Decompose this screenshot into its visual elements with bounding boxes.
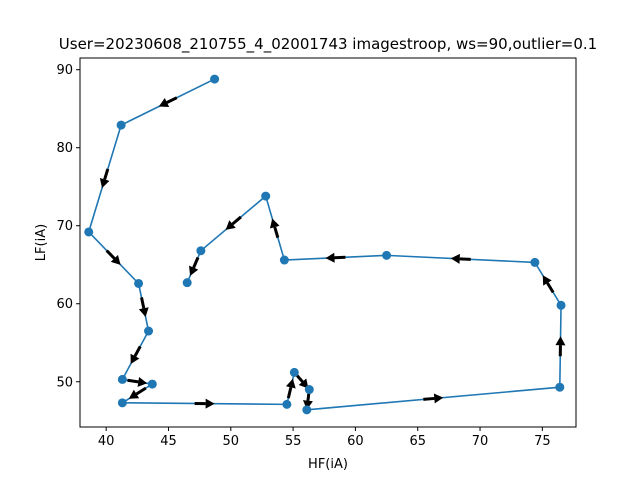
data-point [282, 399, 292, 409]
direction-arrow-head [158, 98, 170, 108]
data-point [530, 257, 540, 267]
data-point [144, 326, 154, 336]
chart-title: User=20230608_210755_4_02001743 imagestr… [59, 35, 597, 54]
data-point [116, 120, 126, 130]
plot-frame [79, 57, 577, 428]
data-point [304, 385, 314, 395]
data-point [382, 250, 392, 260]
x-tick-label: 60 [347, 434, 364, 449]
y-tick-label: 90 [56, 63, 73, 78]
data-point [555, 382, 565, 392]
axis-ticks: 40 45 50 55 60 65 70 75 50 60 70 80 90 [56, 63, 550, 449]
direction-arrow-head [325, 252, 335, 263]
data-point [289, 367, 299, 377]
direction-arrow-head [128, 389, 140, 399]
x-tick-label: 40 [98, 434, 115, 449]
direction-arrow-shaft [103, 168, 110, 180]
direction-arrow-shaft [334, 255, 346, 260]
direction-arrow-head [137, 376, 148, 387]
data-point [210, 74, 220, 84]
data-point [84, 227, 94, 237]
y-tick-label: 70 [56, 219, 73, 234]
direction-arrow-shaft [166, 96, 178, 104]
plot-area [84, 74, 566, 415]
data-point [261, 191, 271, 201]
direction-arrow-head [189, 265, 199, 276]
direction-arrow-head [138, 307, 149, 318]
direction-arrow-shaft [140, 297, 146, 309]
direction-arrow-head [225, 220, 236, 230]
direction-arrow-head [302, 400, 313, 410]
direction-arrow-head [433, 393, 444, 404]
y-tick-label: 50 [56, 375, 73, 390]
x-tick-label: 50 [223, 434, 240, 449]
direction-arrow-head [298, 378, 309, 389]
direction-arrow-shaft [135, 386, 147, 396]
direction-arrow-head [205, 398, 215, 409]
direction-arrow-shaft [286, 387, 293, 399]
direction-arrow-head [269, 218, 280, 229]
direction-arrow-head [542, 275, 552, 286]
x-tick-label: 75 [534, 434, 551, 449]
direction-arrow-head [555, 336, 566, 346]
data-point [117, 374, 127, 384]
direction-arrow-head [99, 178, 110, 189]
x-tick-label: 65 [409, 434, 426, 449]
x-tick-label: 70 [472, 434, 489, 449]
direction-arrow-head [450, 253, 460, 264]
direction-arrow-head [285, 378, 296, 389]
direction-arrow-shaft [192, 256, 200, 269]
trajectory-line [87, 78, 562, 411]
direction-arrow-shaft [423, 396, 435, 401]
direction-arrow-shaft [273, 226, 280, 239]
x-axis-label: HF(iA) [308, 457, 348, 472]
y-axis-label: LF(iA) [34, 224, 49, 261]
data-point [556, 300, 566, 310]
data-point [302, 405, 312, 415]
direction-arrow-shaft [133, 345, 142, 357]
y-tick-label: 60 [56, 297, 73, 312]
data-point [134, 278, 144, 288]
x-tick-label: 55 [285, 434, 302, 449]
data-point [196, 246, 206, 256]
direction-arrow-head [130, 353, 140, 365]
direction-arrow-shaft [459, 257, 471, 261]
direction-arrow-shaft [105, 249, 116, 260]
direction-arrow-shaft [546, 282, 555, 294]
data-point [147, 379, 157, 389]
data-point [182, 278, 192, 288]
x-tick-label: 45 [160, 434, 177, 449]
direction-arrow-shaft [231, 215, 242, 226]
direction-arrow-shaft [127, 378, 139, 384]
data-point [279, 255, 289, 265]
y-tick-label: 80 [56, 141, 73, 156]
direction-arrow-head [110, 254, 121, 265]
data-point [117, 398, 127, 408]
